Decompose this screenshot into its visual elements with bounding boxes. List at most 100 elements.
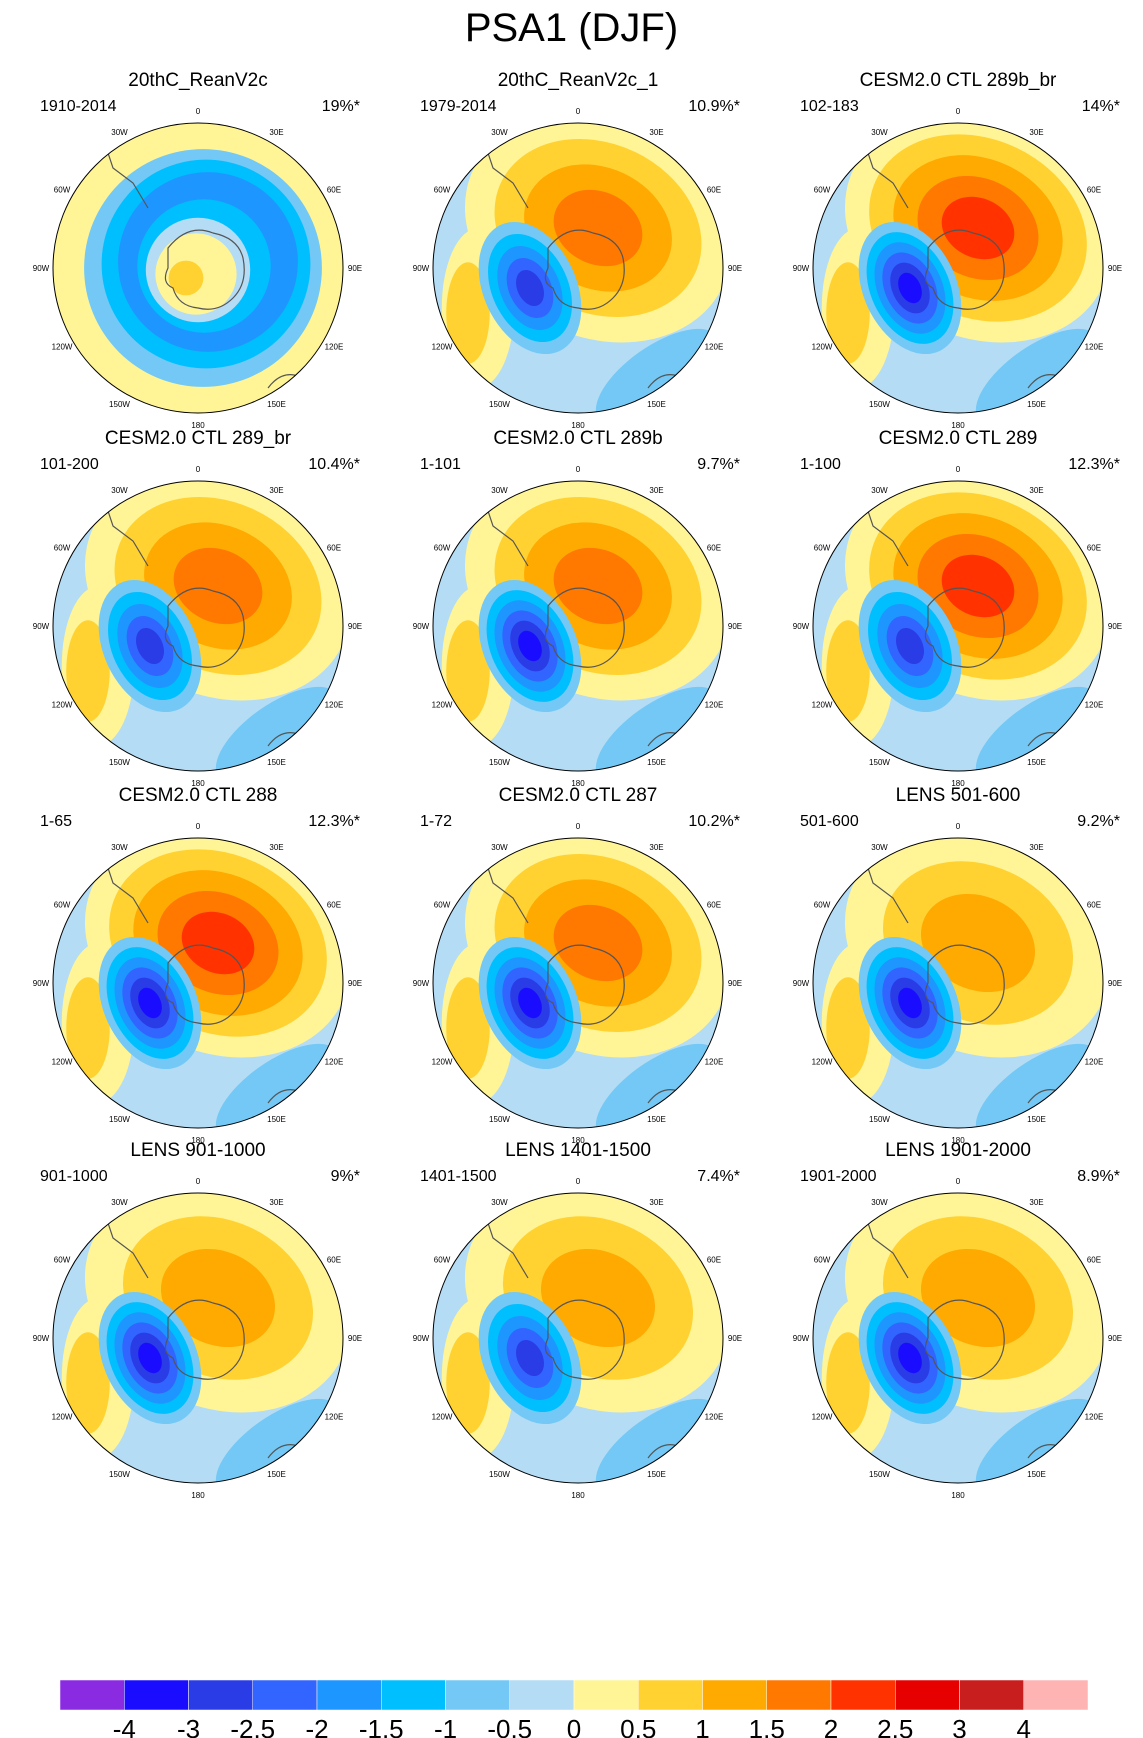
longitude-label: 30W: [491, 128, 508, 137]
longitude-label: 30E: [649, 1198, 663, 1207]
longitude-label: 120W: [812, 1058, 833, 1067]
longitude-label: 90E: [1108, 1334, 1122, 1343]
longitude-label: 0: [956, 822, 961, 831]
longitude-label: 120E: [705, 1413, 724, 1422]
coastline: [164, 229, 245, 310]
panel-variance: 10.2%*: [688, 813, 740, 830]
panel-variance: 12.3%*: [1068, 456, 1120, 473]
longitude-label: 30E: [269, 128, 283, 137]
longitude-label: 90E: [348, 1334, 362, 1343]
colorbar-tick-label: 2.5: [877, 1714, 913, 1738]
contour-band: [826, 620, 870, 722]
longitude-label: 90W: [33, 264, 50, 273]
longitude-label: 60E: [707, 1256, 721, 1265]
contour-band: [941, 554, 1015, 618]
longitude-label: 150W: [109, 1115, 130, 1124]
longitude-label: 180: [571, 421, 585, 430]
panel-title: LENS 901-1000: [130, 1140, 266, 1161]
longitude-label: 90E: [1108, 979, 1122, 988]
panel-period: 1910-2014: [40, 98, 117, 115]
longitude-label: 30W: [111, 1198, 128, 1207]
longitude-label: 120W: [812, 343, 833, 352]
panel-period: 1901-2000: [800, 1168, 877, 1185]
colorbar-tick-label: -1: [434, 1714, 457, 1738]
longitude-label: 150W: [109, 1470, 130, 1479]
contour-band: [896, 627, 924, 665]
panel-period: 1979-2014: [420, 98, 497, 115]
longitude-label: 60E: [1087, 1256, 1101, 1265]
longitude-label: 60W: [54, 544, 71, 553]
panel-title: CESM2.0 CTL 288: [118, 785, 278, 806]
longitude-label: 120E: [325, 1413, 344, 1422]
contour-band: [66, 1332, 110, 1434]
longitude-label: 180: [951, 779, 965, 788]
contour-band: [181, 911, 255, 975]
longitude-label: 150W: [869, 758, 890, 767]
polar-map: 0 30E 60E 90E 120E 150E 180 150W 120W 90W 60W 30W: [413, 465, 742, 788]
longitude-label: 150E: [647, 1470, 666, 1479]
longitude-label: 120W: [812, 701, 833, 710]
coastline: [924, 229, 1005, 310]
longitude-label: 90E: [348, 979, 362, 988]
contour-band: [160, 1248, 276, 1348]
contour-band: [66, 977, 110, 1079]
longitude-label: 120E: [1085, 1413, 1104, 1422]
longitude-label: 120W: [52, 701, 73, 710]
longitude-label: 0: [196, 465, 201, 474]
colorbar-swatch: [188, 1679, 253, 1711]
longitude-label: 180: [571, 1136, 585, 1145]
longitude-label: 150E: [1027, 400, 1046, 409]
panel-title: CESM2.0 CTL 289b: [493, 428, 663, 449]
longitude-label: 30E: [1029, 486, 1043, 495]
polar-map: 0 30E 60E 90E 120E 150E 180 150W 120W 90W 60W 30W: [793, 107, 1122, 430]
longitude-label: 120E: [325, 701, 344, 710]
colorbar-swatch: [830, 1679, 896, 1711]
panel-period: 102-183: [800, 98, 859, 115]
coastline: [164, 587, 245, 668]
longitude-label: 30E: [269, 1198, 283, 1207]
longitude-label: 150E: [1027, 1470, 1046, 1479]
longitude-label: 60W: [434, 186, 451, 195]
contour-band: [553, 547, 643, 625]
longitude-label: 120W: [52, 1413, 73, 1422]
panel-variance: 8.9%*: [1077, 1168, 1120, 1185]
panel-variance: 9.2%*: [1077, 813, 1120, 830]
longitude-label: 180: [191, 779, 205, 788]
colorbar-swatch: [895, 1679, 960, 1711]
contour-band: [518, 987, 542, 1019]
longitude-label: 150E: [267, 1115, 286, 1124]
polar-map: 0 30E 60E 90E 120E 150E 180 150W 120W 90W 60W 30W: [33, 1177, 362, 1500]
colorbar-swatch: [124, 1679, 189, 1711]
map-panel: CESM2.0 CTL 289_br 101-200 10.4%* 0 30E 60E 90…: [8, 428, 388, 828]
colorbar-tick-label: 0.5: [620, 1714, 656, 1738]
contour-band: [518, 630, 542, 662]
longitude-label: 180: [191, 1491, 205, 1500]
colorbar-swatch: [573, 1679, 639, 1711]
longitude-label: 120E: [705, 343, 724, 352]
coastline: [544, 229, 625, 310]
panel-title: 20thC_ReanV2c: [128, 70, 268, 91]
longitude-label: 90W: [413, 264, 430, 273]
contour-band: [138, 987, 162, 1019]
map-panel: 20thC_ReanV2c_1 1979-2014 10.9%* 0 30E 60E 90E…: [388, 70, 768, 470]
polar-map: 0 30E 60E 90E 120E 150E 180 150W 120W 90W 60W 30W: [793, 1177, 1122, 1500]
contour-band: [826, 262, 870, 364]
longitude-label: 30W: [871, 843, 888, 852]
contour-band: [540, 1248, 656, 1348]
panel-period: 1-100: [800, 456, 841, 473]
panel-title: CESM2.0 CTL 289: [878, 428, 1038, 449]
contour-band: [516, 269, 544, 307]
panel-title: LENS 1401-1500: [505, 1140, 651, 1161]
map-boundary: [52, 837, 344, 1129]
longitude-label: 30W: [111, 843, 128, 852]
map-panel: CESM2.0 CTL 289b_br 102-183 14%* 0 30E 60E 90E…: [768, 70, 1143, 470]
colorbar-tick-label: 3: [952, 1714, 966, 1738]
longitude-label: 60E: [327, 1256, 341, 1265]
longitude-label: 60E: [327, 186, 341, 195]
contour-band: [826, 977, 870, 1079]
contour-band: [136, 627, 164, 665]
longitude-label: 60E: [1087, 901, 1101, 910]
panel-title: CESM2.0 CTL 289_br: [104, 428, 292, 449]
longitude-label: 30E: [269, 843, 283, 852]
coastline: [924, 944, 1005, 1025]
